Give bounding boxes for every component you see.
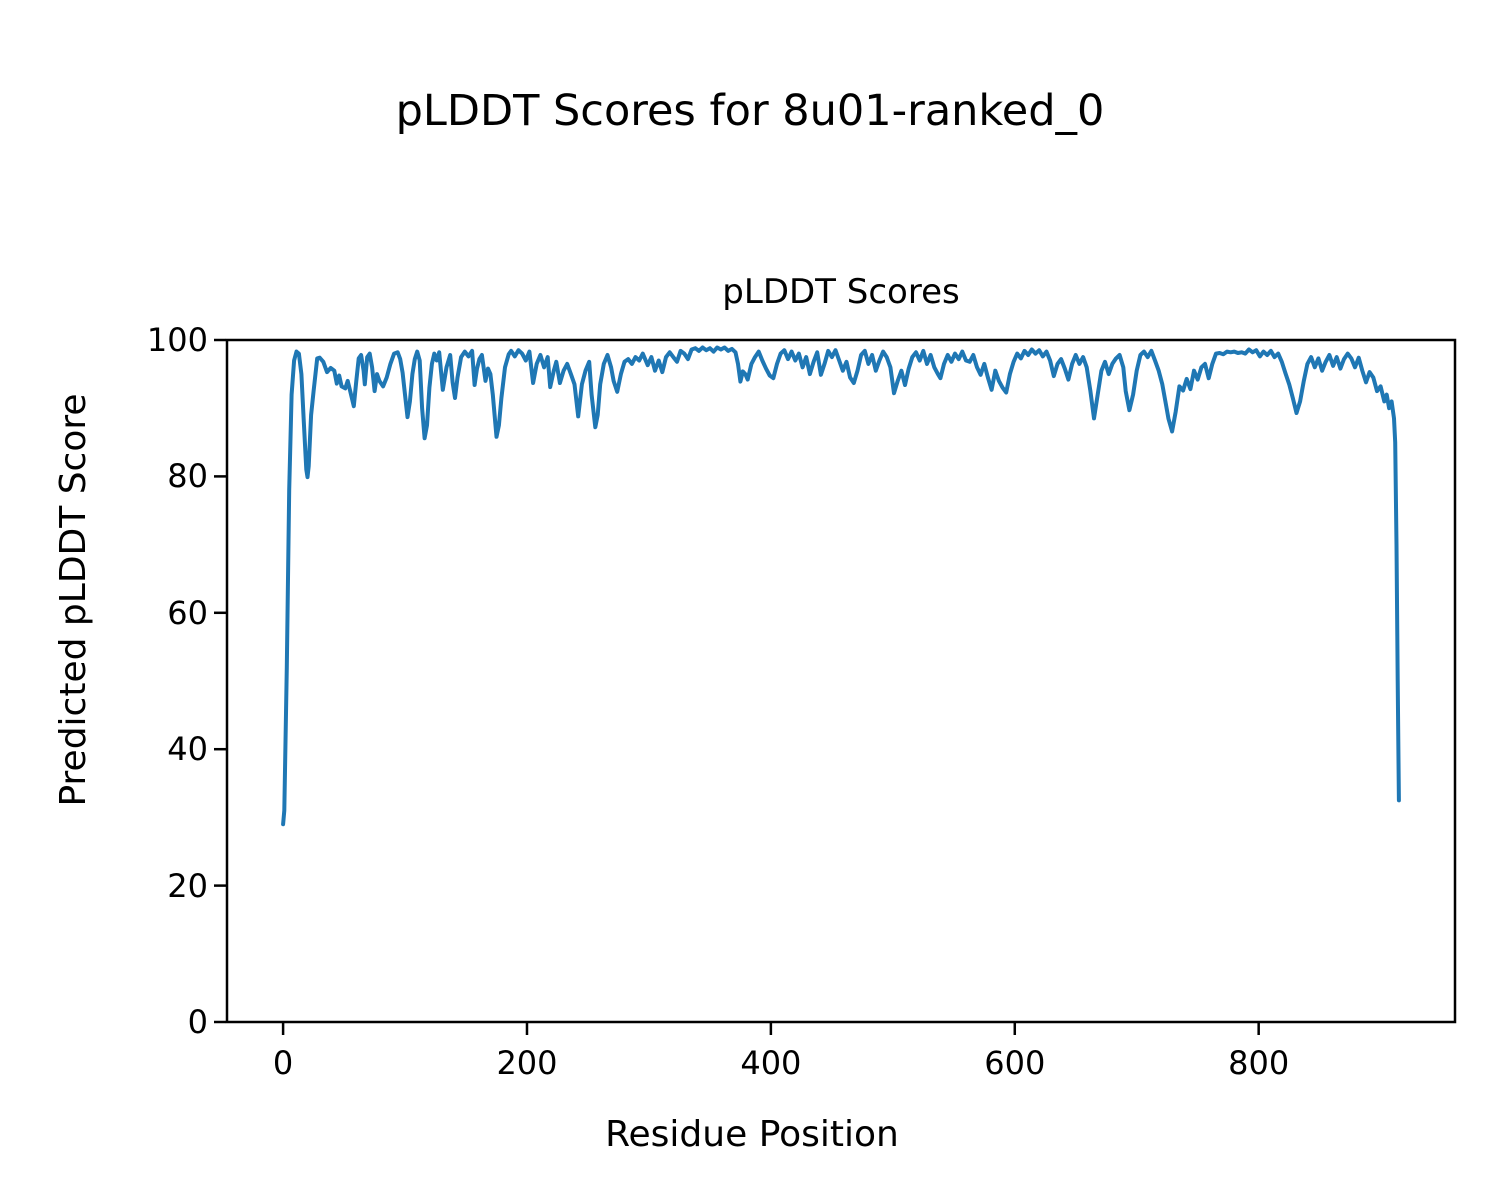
plddt-score-line [281, 345, 1401, 827]
figure-title: pLDDT Scores for 8u01-ranked_0 [395, 86, 1105, 136]
y-tick-label: 20 [167, 866, 208, 905]
x-tick-label: 0 [272, 1044, 294, 1082]
x-axis-label: Residue Position [605, 1114, 899, 1155]
x-tick-label: 800 [1228, 1044, 1290, 1082]
y-axis-label: Predicted pLDDT Score [53, 393, 94, 807]
y-tick-label: 40 [167, 730, 208, 769]
axes-title: pLDDT Scores [722, 272, 960, 312]
y-tick-label: 0 [187, 1003, 208, 1041]
y-tick-label: 80 [167, 457, 208, 496]
x-tick-label: 600 [984, 1044, 1046, 1082]
x-tick-label: 200 [496, 1044, 558, 1082]
axes-spines [225, 338, 1457, 1024]
y-tick-label: 100 [146, 321, 208, 359]
x-tick-label: 400 [740, 1044, 802, 1082]
y-tick-label: 60 [167, 593, 208, 632]
